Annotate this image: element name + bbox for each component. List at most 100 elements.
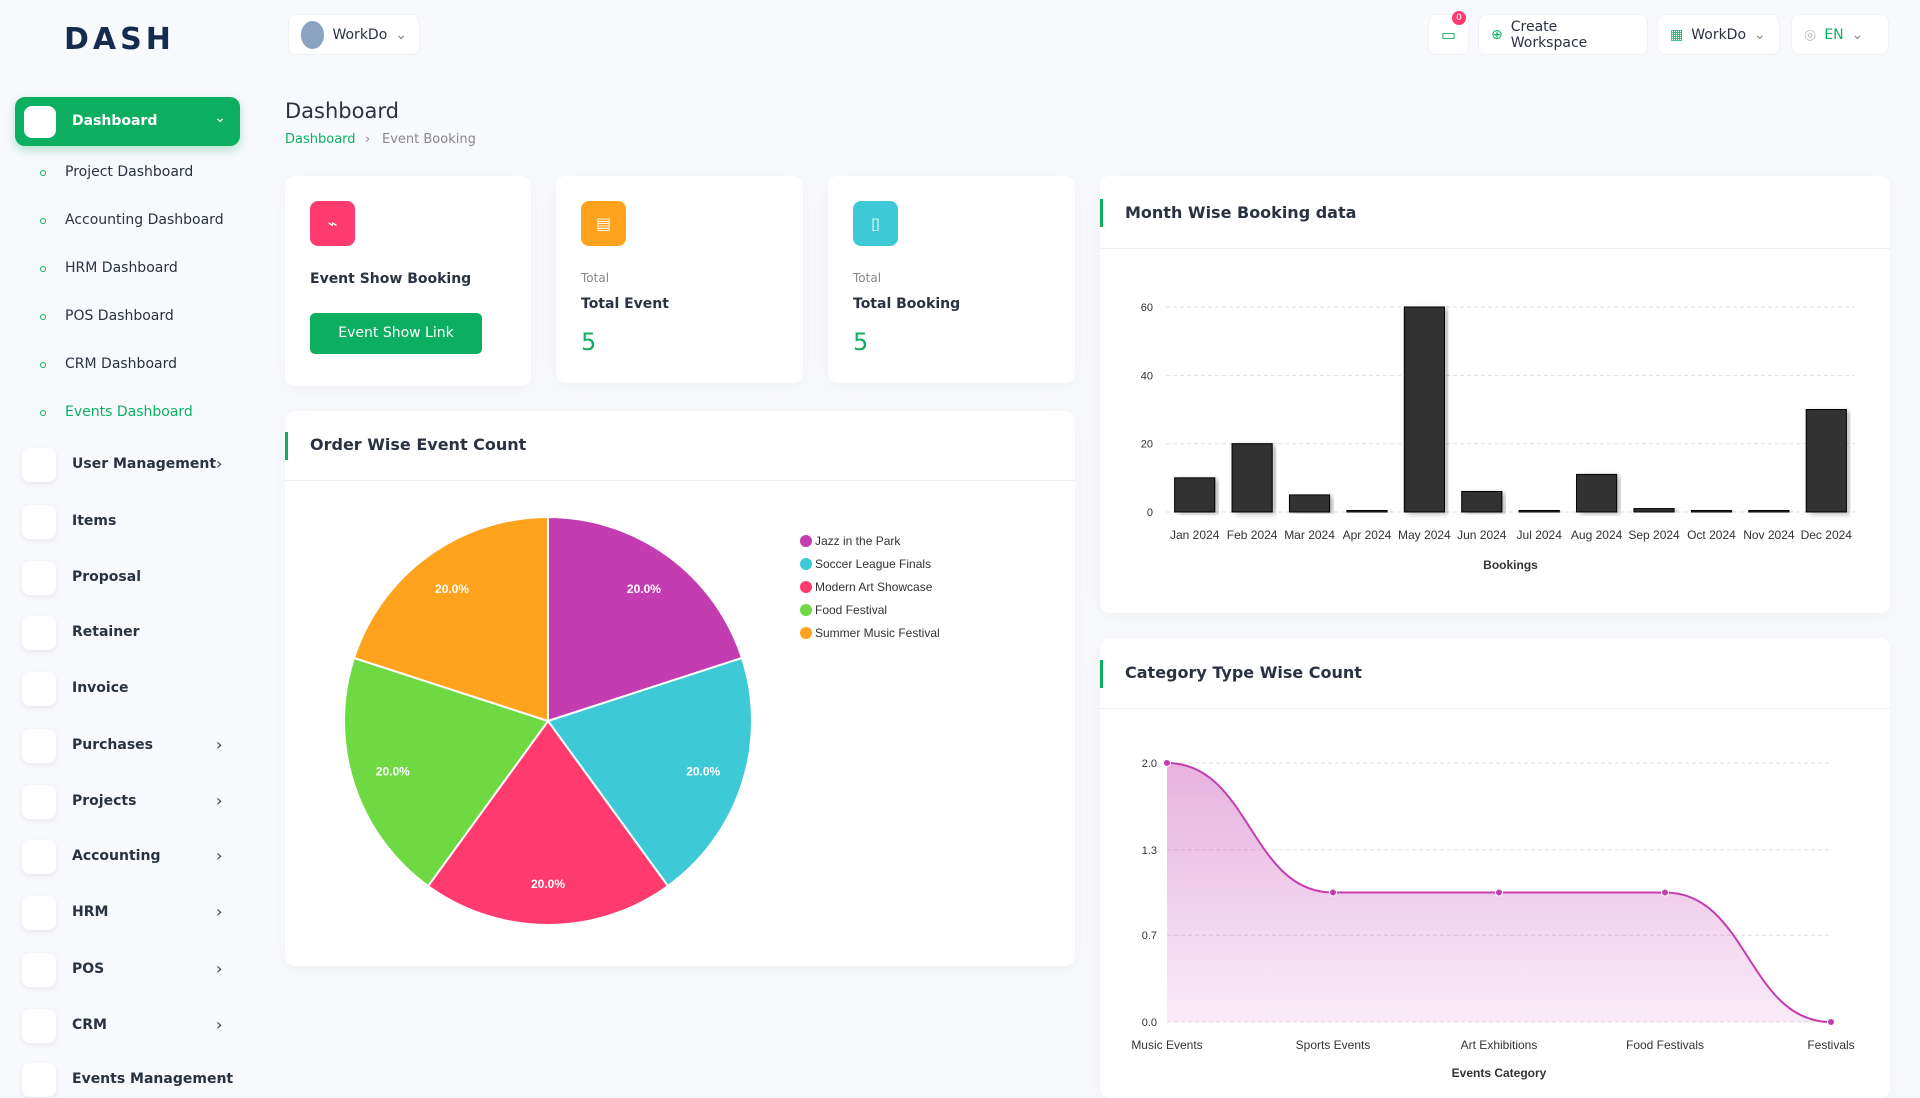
workspace-name: WorkDo [332, 26, 388, 43]
bar [1346, 510, 1388, 513]
submenu-item[interactable]: CRM Dashboard [65, 356, 177, 372]
chevron: › [216, 791, 223, 810]
x-tick-label: Music Events [1131, 1038, 1202, 1052]
point [1661, 888, 1669, 897]
card-icon: ▯ [853, 201, 898, 246]
workspace-menu[interactable]: ▦ WorkDo ⌄ [1657, 14, 1780, 55]
workspace-switch[interactable]: WorkDo ⌄ [288, 14, 420, 55]
menu-icon [22, 616, 56, 650]
chevron: › [216, 846, 223, 865]
submenu-item[interactable]: Events Dashboard [65, 404, 193, 420]
menu-item[interactable]: Retainer [72, 624, 140, 640]
menu-item[interactable]: Proposal [72, 569, 142, 585]
bar [1633, 508, 1675, 513]
card-caption: Total [581, 271, 610, 285]
x-tick-label: Food Festivals [1626, 1038, 1704, 1052]
menu-item[interactable]: CRM [72, 1017, 107, 1033]
x-tick-label: Oct 2024 [1687, 528, 1736, 542]
card-caption: Total [853, 271, 882, 285]
y-tick-label: 40 [1141, 370, 1153, 382]
menu-item[interactable]: User Management [72, 456, 217, 472]
legend-swatch [800, 604, 812, 616]
bar [1288, 494, 1331, 513]
slice-label: 20.0% [376, 764, 410, 778]
point [1329, 888, 1337, 897]
create-workspace[interactable]: ⊕ Create Workspace [1478, 14, 1648, 55]
card-title: Month Wise Booking data [1125, 203, 1357, 222]
pie-slice [352, 515, 549, 723]
chat-button[interactable]: ▭ 0 [1428, 11, 1469, 55]
page-title: Dashboard [285, 99, 399, 123]
chevron: › [216, 1015, 223, 1034]
pie-slice [546, 656, 753, 888]
submenu-item[interactable]: Accounting Dashboard [65, 212, 224, 228]
legend-swatch [800, 627, 812, 639]
y-tick-label: 1.3 [1142, 845, 1157, 857]
menu-icon [22, 896, 56, 930]
logo: DASH [64, 22, 175, 57]
bar [1748, 510, 1790, 513]
language-label: EN [1824, 26, 1844, 43]
breadcrumb[interactable]: Dashboard [285, 132, 356, 147]
x-tick-label: Feb 2024 [1227, 528, 1278, 542]
submenu-dot [40, 410, 46, 416]
icon [24, 106, 56, 138]
card: ▤ Total Total Event 5 [556, 176, 803, 383]
bar [1805, 409, 1847, 513]
active-menu[interactable]: Dashboard ⌄ [15, 97, 240, 146]
y-tick-label: 0.7 [1142, 930, 1157, 942]
submenu-item[interactable]: POS Dashboard [65, 308, 174, 324]
bar-card: Month Wise Booking data [1100, 176, 1890, 613]
chevron: › [216, 735, 223, 754]
bar [1690, 510, 1733, 513]
slice-label: 20.0% [627, 582, 661, 596]
bar [1403, 306, 1445, 513]
menu-label: Dashboard [72, 113, 158, 129]
menu-item[interactable]: Purchases [72, 737, 154, 753]
bar [1518, 510, 1560, 513]
card-icon: ▤ [581, 201, 626, 246]
menu-icon [22, 840, 56, 874]
x-tick-label: Aug 2024 [1571, 528, 1623, 542]
x-tick-label: Jun 2024 [1457, 528, 1507, 542]
menu-item[interactable]: Projects [72, 793, 137, 809]
chevron: › [216, 454, 223, 473]
y-tick-label: 20 [1141, 439, 1153, 451]
point [1495, 888, 1503, 897]
legend-swatch [800, 581, 812, 593]
pie-slice [426, 719, 670, 926]
submenu-dot [40, 362, 46, 368]
submenu-dot [40, 170, 46, 176]
slice-label: 20.0% [435, 582, 469, 596]
button[interactable]: Event Show Link [310, 313, 482, 354]
x-axis-title: Events Category [1452, 1066, 1547, 1080]
bar [1174, 477, 1216, 513]
x-tick-label: Jul 2024 [1517, 528, 1563, 542]
menu-item[interactable]: Items [72, 513, 117, 529]
bar [1461, 491, 1503, 513]
point [1827, 1018, 1835, 1026]
menu-item[interactable]: HRM [72, 904, 109, 920]
menu-icon [22, 672, 56, 706]
y-tick-label: 60 [1141, 302, 1153, 314]
language[interactable]: ◎ EN ⌄ [1791, 14, 1889, 55]
card-title: Category Type Wise Count [1125, 663, 1362, 682]
legend-label: Jazz in the Park [815, 534, 901, 548]
card-title: Total Event [581, 296, 669, 312]
submenu-item[interactable]: Project Dashboard [65, 164, 194, 180]
menu-item[interactable]: Accounting [72, 848, 161, 864]
menu-item[interactable]: Invoice [72, 680, 129, 696]
menu-item[interactable]: POS [72, 961, 105, 977]
card-value: 5 [581, 328, 597, 356]
menu-icon [22, 448, 56, 482]
chevron: › [216, 959, 223, 978]
x-tick-label: Sports Events [1296, 1038, 1371, 1052]
slice-label: 20.0% [686, 764, 720, 778]
submenu-dot [40, 218, 46, 224]
menu-icon [22, 729, 56, 763]
submenu-item[interactable]: HRM Dashboard [65, 260, 178, 276]
y-tick-label: 0 [1147, 507, 1153, 519]
x-tick-label: Nov 2024 [1743, 528, 1795, 542]
legend-label: Summer Music Festival [815, 626, 940, 640]
